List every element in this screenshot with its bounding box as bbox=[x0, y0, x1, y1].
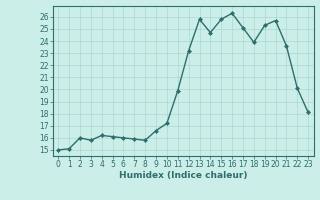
X-axis label: Humidex (Indice chaleur): Humidex (Indice chaleur) bbox=[119, 171, 247, 180]
